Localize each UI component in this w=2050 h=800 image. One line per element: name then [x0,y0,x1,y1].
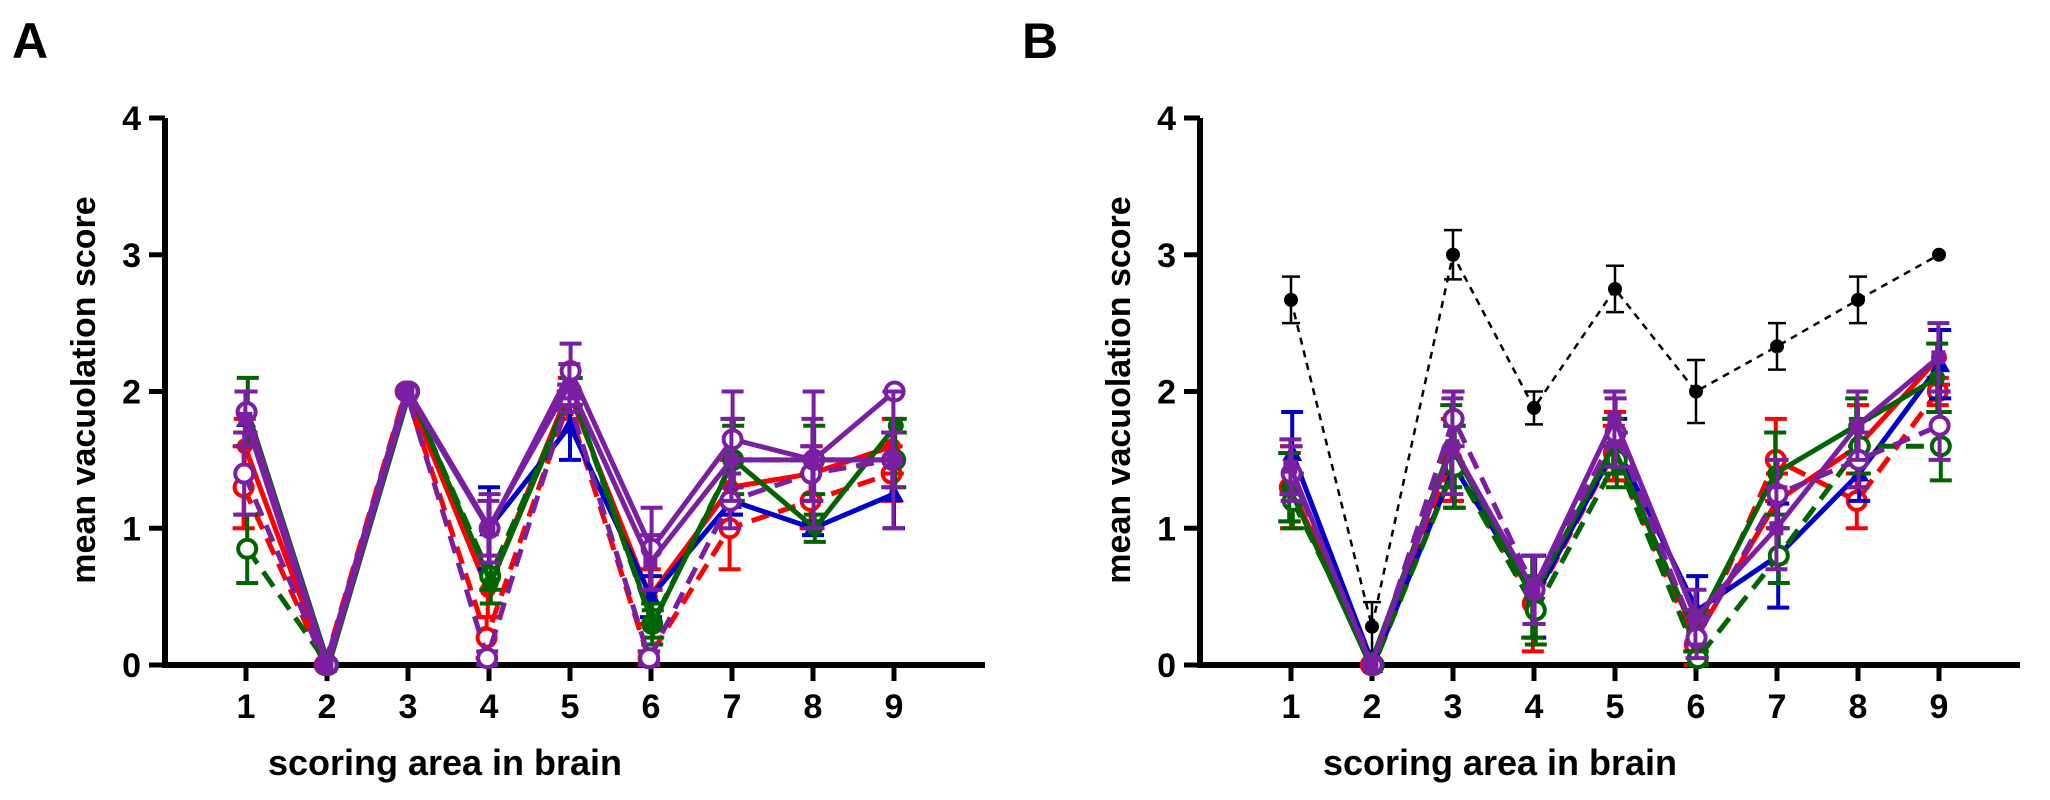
x-tick-label: 1 [1282,688,1301,726]
x-tick-label: 4 [1525,688,1544,726]
panel-a-xlabel: scoring area in brain [268,742,622,783]
x-tick-label: 1 [237,688,256,726]
x-tick-label: 7 [723,688,742,726]
x-tick-label: 3 [1444,688,1463,726]
data-point [238,411,253,426]
x-tick-label: 4 [480,688,499,726]
data-point [1931,350,1946,365]
y-tick-label: 3 [1157,237,1176,275]
data-point [233,462,256,485]
x-tick-label: 3 [399,688,418,726]
x-tick-label: 6 [642,688,661,726]
data-point [1283,459,1298,474]
data-point [562,377,577,392]
data-point [1445,439,1460,454]
x-tick-label: 2 [318,688,337,726]
y-tick-label: 3 [122,237,141,275]
data-point [724,452,739,467]
x-tick-label: 5 [561,688,580,726]
y-tick-label: 1 [122,510,141,548]
data-point [1446,247,1460,262]
data-point [1607,411,1622,426]
data-point [1928,414,1951,437]
x-tick-label: 2 [1363,688,1382,726]
data-point [1767,465,1784,482]
panel-a-label: A [12,13,48,69]
y-tick-label: 4 [122,100,141,138]
series-blue-solid [1281,327,1952,673]
panel-b-label: B [1022,13,1058,69]
data-point [1284,292,1298,307]
panel-b-ylabel: mean vacuolation score [1100,196,1138,583]
data-point [1526,582,1541,597]
data-point [400,384,415,399]
data-point [643,555,658,570]
series-black-dashed [1282,228,1946,653]
data-point [1608,281,1622,296]
data-point [638,647,661,670]
data-point [481,521,496,536]
x-tick-label: 9 [1930,688,1949,726]
y-tick-label: 0 [1157,647,1176,685]
x-tick-label: 6 [1687,688,1706,726]
data-point [319,658,334,672]
y-tick-label: 0 [122,647,141,685]
x-tick-label: 7 [1768,688,1787,726]
data-point [1932,247,1946,262]
data-point [476,647,499,670]
x-tick-label: 8 [1849,688,1868,726]
data-point [1769,521,1784,536]
y-tick-label: 1 [1157,510,1176,548]
series-purple-solid [234,362,905,672]
data-point [1688,610,1703,625]
x-tick-label: 8 [804,688,823,726]
data-point [1851,292,1865,307]
data-point [886,452,901,467]
data-point [236,537,259,560]
panel-b-xlabel: scoring area in brain [1323,742,1677,783]
data-point [1527,400,1541,415]
x-tick-label: 9 [885,688,904,726]
x-tick-label: 5 [1606,688,1625,726]
y-tick-label: 4 [1157,100,1176,138]
data-point [482,574,499,591]
data-point [644,615,661,632]
data-point [1767,544,1790,567]
data-point [1770,339,1784,354]
y-tick-label: 2 [1157,374,1176,412]
series-purple-solid [1279,321,1950,672]
y-tick-label: 2 [122,374,141,412]
data-point [1689,384,1703,399]
data-point [1364,658,1379,672]
data-point [1850,418,1865,433]
data-point [560,415,580,434]
data-point [805,452,820,467]
panel-a-ylabel: mean vacuolation score [65,196,103,583]
data-point [1365,619,1379,634]
